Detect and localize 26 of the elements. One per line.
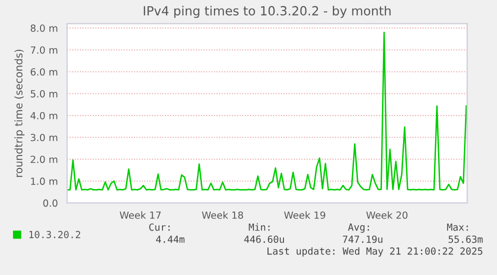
x-tick-label: Week 18 (202, 211, 244, 219)
x-tick-label: Week 17 (120, 211, 161, 219)
text: Avg: (348, 224, 369, 233)
text: 4.44m (156, 236, 184, 243)
x-tick-label: Week 20 (366, 211, 408, 219)
y-tick-label: 1.0 m (31, 178, 58, 185)
y-tick-label: 7.0 m (30, 46, 58, 54)
text: 446.60u (244, 236, 284, 243)
y-tick-label: 2.0 m (30, 156, 58, 164)
y-tick-label: 0.0 (43, 199, 58, 207)
text: 747.19u (342, 236, 382, 243)
y-axis-title: roundtrip time (seconds) (14, 50, 24, 177)
chart-title: IPv4 ping times to 10.3.20.2 - by month (144, 6, 391, 18)
text: Min: (248, 223, 270, 231)
legend-label: 10.3.20.2 (29, 230, 80, 238)
text: Cur: (149, 223, 170, 231)
line-series (67, 32, 467, 191)
text: 55.63m (448, 236, 483, 243)
text: Max: (447, 224, 468, 231)
x-tick-label: Week 19 (284, 211, 326, 219)
text: Last update: Wed May 21 21:00:22 2025 (268, 247, 482, 257)
y-tick-label: 6.0 m (30, 68, 58, 76)
y-tick-label: 5.0 m (30, 90, 58, 98)
y-tick-label: 3.0 m (30, 134, 58, 142)
y-tick-label: 4.0 m (30, 112, 58, 120)
y-tick-label: 8.0 m (30, 24, 58, 32)
